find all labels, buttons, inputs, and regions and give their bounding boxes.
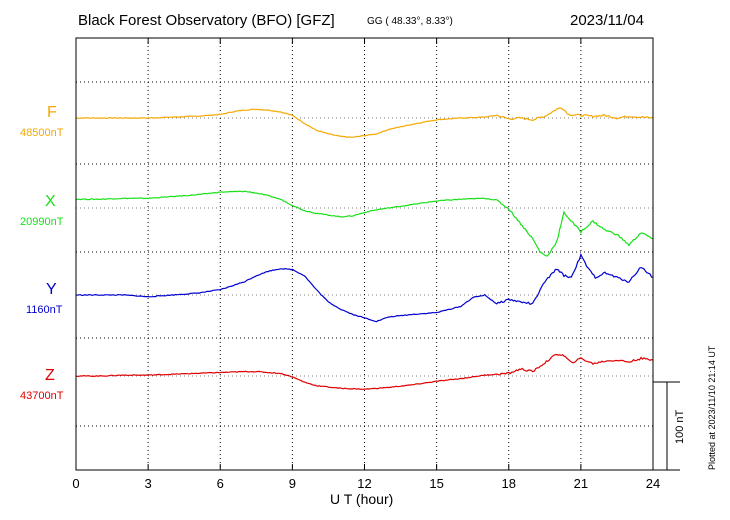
- series-line-x: [75, 190, 654, 257]
- baseline-y: 1160nT: [26, 304, 63, 316]
- series-line-y: [75, 252, 654, 323]
- series-lines: [75, 107, 654, 390]
- x-tick-label: 15: [429, 476, 443, 491]
- x-tick-label: 9: [289, 476, 296, 491]
- x-tick-label: 21: [574, 476, 588, 491]
- label-f: F: [47, 104, 57, 121]
- series-line-f: [76, 107, 654, 139]
- x-tick-label: 18: [502, 476, 516, 491]
- x-axis-label: U T (hour): [330, 491, 394, 507]
- baseline-x: 20990nT: [20, 216, 64, 228]
- x-tick-label: 6: [217, 476, 224, 491]
- series-line-z: [75, 353, 654, 390]
- label-x: X: [45, 193, 56, 210]
- x-tick-label: 0: [72, 476, 79, 491]
- plotted-timestamp: Plotted at 2023/11/10 21:14 UT: [707, 345, 717, 470]
- grid-lines: [76, 38, 653, 470]
- baseline-f: 48500nT: [20, 127, 64, 139]
- label-y: Y: [46, 281, 57, 298]
- chart-title: Black Forest Observatory (BFO) [GFZ]: [78, 12, 335, 29]
- x-tick-label: 3: [145, 476, 152, 491]
- x-tick-label: 24: [646, 476, 660, 491]
- baseline-z: 43700nT: [20, 390, 64, 402]
- scale-bar: [653, 381, 680, 471]
- x-ticks: 0 3 6 9 12 15 18 21 24: [72, 38, 660, 491]
- scale-bar-label: 100 nT: [674, 409, 686, 444]
- label-z: Z: [45, 367, 55, 384]
- station-coordinates: GG ( 48.33°, 8.33°): [367, 16, 453, 27]
- x-tick-label: 12: [357, 476, 371, 491]
- chart-date: 2023/11/04: [570, 12, 644, 29]
